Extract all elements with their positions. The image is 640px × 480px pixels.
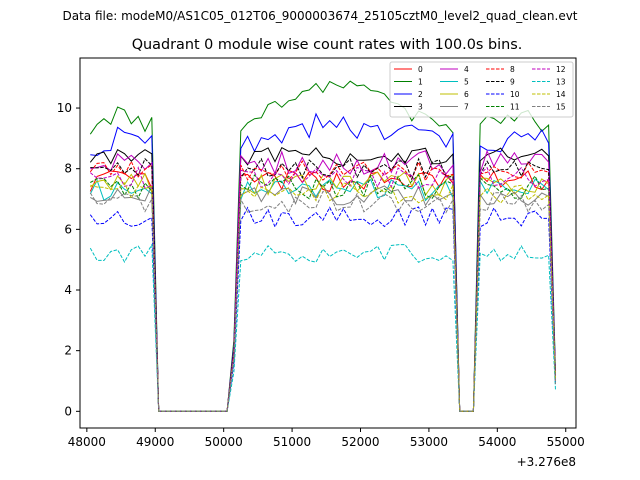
- x-tick-label: 55000: [547, 435, 585, 449]
- y-tick-label: 8: [64, 162, 72, 176]
- series-line-2: [90, 112, 556, 412]
- legend-box: [389, 61, 574, 118]
- series-layer: [89, 80, 556, 412]
- y-tick-label: 6: [64, 222, 72, 236]
- legend-label-8: 8: [510, 65, 515, 74]
- legend-label-10: 10: [510, 90, 520, 99]
- legend-label-1: 1: [418, 78, 423, 87]
- series-line-12: [89, 166, 556, 412]
- x-tick-label: 53000: [410, 435, 448, 449]
- plot-area: 48000 49000 50000 51000 52000 53000 54000 55000…: [57, 57, 585, 469]
- x-tick-label: 49000: [136, 435, 174, 449]
- legend-label-4: 4: [464, 65, 469, 74]
- x-axis: 48000 49000 50000 51000 52000 53000 54000 55000: [68, 428, 585, 449]
- chart-title: Quadrant 0 module wise count rates with …: [132, 37, 523, 53]
- series-line-1: [89, 80, 556, 412]
- legend-label-11: 11: [510, 103, 520, 112]
- plot-frame: [79, 57, 577, 429]
- figure-suptitle: Data file: modeM0/AS1C05_012T06_90000036…: [62, 9, 577, 23]
- series-line-15: [89, 191, 556, 412]
- series-line-14: [90, 182, 556, 412]
- y-axis: 0 2 4 6 8 10: [57, 101, 80, 418]
- legend-label-15: 15: [556, 103, 566, 112]
- legend-label-2: 2: [418, 90, 423, 99]
- legend-label-13: 13: [556, 78, 566, 87]
- y-tick-label: 0: [64, 404, 72, 418]
- x-tick-label: 52000: [341, 435, 379, 449]
- y-tick-label: 2: [64, 344, 72, 358]
- series-line-0: [89, 169, 556, 412]
- series-line-9: [90, 157, 556, 412]
- legend-label-5: 5: [464, 78, 469, 87]
- legend-label-9: 9: [510, 78, 515, 87]
- x-tick-label: 48000: [68, 435, 106, 449]
- legend-label-12: 12: [556, 65, 566, 74]
- series-line-6: [89, 171, 556, 412]
- legend-label-0: 0: [418, 65, 423, 74]
- legend-label-14: 14: [556, 90, 566, 99]
- series-line-5: [89, 178, 556, 412]
- series-line-8: [89, 160, 556, 412]
- series-line-10: [89, 206, 556, 412]
- y-tick-label: 10: [57, 101, 72, 115]
- legend-label-7: 7: [464, 103, 469, 112]
- x-tick-label: 54000: [478, 435, 516, 449]
- series-line-3: [89, 147, 556, 412]
- legend-label-3: 3: [418, 103, 423, 112]
- x-axis-offset-label: +3.276e8: [517, 455, 576, 469]
- y-tick-label: 4: [64, 283, 72, 297]
- series-line-13: [89, 243, 556, 412]
- x-tick-label: 50000: [205, 435, 243, 449]
- x-tick-label: 51000: [273, 435, 311, 449]
- legend-label-6: 6: [464, 90, 469, 99]
- series-line-11: [90, 174, 556, 412]
